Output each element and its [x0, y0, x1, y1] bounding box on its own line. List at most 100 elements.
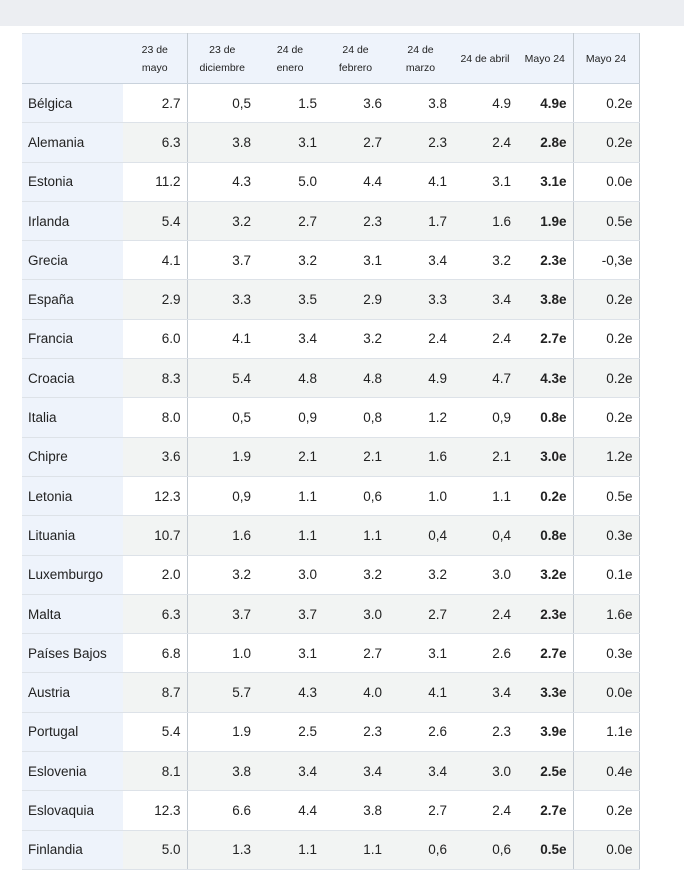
- country-name: Países Bajos: [22, 633, 123, 674]
- table-cell: 1.9: [187, 712, 257, 753]
- country-name: Bélgica: [22, 83, 123, 124]
- table-cell: 0,4: [453, 515, 517, 556]
- table-cell: 0.2e: [573, 319, 640, 360]
- table-cell: 1.6: [187, 515, 257, 556]
- table-row: Austria 8.7 5.7 4.3 4.0 4.1 3.4 3.3e 0.0e: [22, 672, 640, 713]
- table-cell: 8.7: [123, 672, 188, 713]
- table-cell: 4.7: [453, 358, 517, 399]
- country-name: Lituania: [22, 515, 123, 556]
- table-cell: 1.1: [453, 476, 517, 517]
- table-cell: 5.0: [123, 830, 188, 870]
- table-cell: 11.2: [123, 162, 188, 202]
- country-name: Malta: [22, 594, 123, 635]
- table-cell: 0,9: [453, 397, 517, 438]
- table-cell: 0,9: [187, 476, 257, 517]
- table-cell: 3.4: [453, 279, 517, 320]
- table-cell: 4.1: [388, 162, 453, 202]
- table-cell: 1.6: [453, 201, 517, 242]
- table-cell: 2.3: [323, 712, 388, 753]
- table-cell: 2.9: [123, 279, 188, 320]
- table-cell: 0.3e: [573, 515, 640, 556]
- table-cell: 3.8e: [517, 279, 574, 320]
- inflation-table-container: 23 de mayo 23 de diciembre 24 de enero 24 d…: [22, 33, 640, 870]
- table-cell: 2.6: [388, 712, 453, 753]
- table-cell: 1.1e: [573, 712, 640, 753]
- table-cell: 0,5: [187, 397, 257, 438]
- table-cell: 12.3: [123, 476, 188, 517]
- table-cell: 3.1: [257, 122, 323, 163]
- table-cell: 3.9e: [517, 712, 574, 753]
- column-header[interactable]: 24 de enero: [257, 33, 323, 84]
- table-cell: 3.1: [323, 240, 388, 281]
- table-cell: 1.2e: [573, 437, 640, 477]
- country-name: Italia: [22, 397, 123, 438]
- table-row: Eslovenia 8.1 3.8 3.4 3.4 3.4 3.0 2.5e 0.4e: [22, 751, 640, 792]
- table-cell: 2.7: [323, 122, 388, 163]
- country-name: Finlandia: [22, 830, 123, 870]
- table-row: Italia 8.0 0,5 0,9 0,8 1.2 0,9 0.8e 0.2e: [22, 397, 640, 438]
- table-cell: 1.5: [257, 83, 323, 124]
- column-header[interactable]: 23 de mayo: [123, 33, 188, 84]
- table-cell: 2.4: [453, 122, 517, 163]
- table-cell: 1.0: [388, 476, 453, 517]
- table-cell: 0.8e: [517, 515, 574, 556]
- table-cell: 3.4: [257, 319, 323, 360]
- column-header[interactable]: Mayo 24: [573, 33, 640, 84]
- table-cell: 3.1: [257, 633, 323, 674]
- table-cell: 0,4: [388, 515, 453, 556]
- table-cell: 3.7: [257, 594, 323, 635]
- column-header[interactable]: 24 de febrero: [323, 33, 388, 84]
- table-row: Bélgica 2.7 0,5 1.5 3.6 3.8 4.9 4.9e 0.2e: [22, 83, 640, 124]
- table-cell: 2.7: [388, 790, 453, 831]
- table-row: Países Bajos 6.8 1.0 3.1 2.7 3.1 2.6 2.7e 0.3e: [22, 633, 640, 674]
- table-cell: 2.3: [323, 201, 388, 242]
- table-cell: 10.7: [123, 515, 188, 556]
- table-cell: 2.3: [388, 122, 453, 163]
- column-header[interactable]: 23 de diciembre: [187, 33, 257, 84]
- table-cell: 0.5e: [517, 830, 574, 870]
- table-row: Estonia 11.2 4.3 5.0 4.4 4.1 3.1 3.1e 0.0e: [22, 162, 640, 202]
- table-cell: 3.0e: [517, 437, 574, 477]
- table-cell: 5.4: [123, 712, 188, 753]
- top-bar: [0, 0, 684, 26]
- table-row: Eslovaquia 12.3 6.6 4.4 3.8 2.7 2.4 2.7e 0.2e: [22, 790, 640, 831]
- table-cell: 2.3e: [517, 594, 574, 635]
- table-cell: 3.3e: [517, 672, 574, 713]
- table-cell: 2.9: [323, 279, 388, 320]
- table-cell: 3.4: [257, 751, 323, 792]
- table-cell: 3.4: [323, 751, 388, 792]
- table-cell: 3.6: [323, 83, 388, 124]
- table-cell: 4.1: [388, 672, 453, 713]
- table-cell: 3.2: [187, 201, 257, 242]
- table-cell: 2.3: [453, 712, 517, 753]
- table-cell: 1.6: [388, 437, 453, 477]
- table-cell: 1.6e: [573, 594, 640, 635]
- table-cell: 0.2e: [573, 279, 640, 320]
- table-cell: 0.1e: [573, 555, 640, 595]
- column-header[interactable]: Mayo 24: [517, 33, 574, 84]
- table-cell: 3.1: [388, 633, 453, 674]
- table-cell: 4.4: [323, 162, 388, 202]
- table-cell: 5.0: [257, 162, 323, 202]
- table-cell: 0,9: [257, 397, 323, 438]
- table-cell: 1.0: [187, 633, 257, 674]
- column-header[interactable]: 24 de abril: [453, 33, 517, 84]
- table-cell: 2.1: [257, 437, 323, 477]
- table-cell: 2.4: [453, 790, 517, 831]
- table-cell: 2.1: [453, 437, 517, 477]
- country-name: Eslovaquia: [22, 790, 123, 831]
- table-row: Grecia 4.1 3.7 3.2 3.1 3.4 3.2 2.3e -0,3e: [22, 240, 640, 281]
- table-cell: 2.7: [388, 594, 453, 635]
- table-cell: 12.3: [123, 790, 188, 831]
- country-name: Irlanda: [22, 201, 123, 242]
- table-cell: 0,8: [323, 397, 388, 438]
- column-header[interactable]: 24 de marzo: [388, 33, 453, 84]
- table-cell: 2.3e: [517, 240, 574, 281]
- country-name: Letonia: [22, 476, 123, 517]
- country-name: Luxemburgo: [22, 555, 123, 595]
- table-cell: 0.5e: [573, 201, 640, 242]
- table-cell: 5.4: [187, 358, 257, 399]
- table-cell: 1.2: [388, 397, 453, 438]
- table-cell: 0,6: [388, 830, 453, 870]
- table-body: Bélgica 2.7 0,5 1.5 3.6 3.8 4.9 4.9e 0.2e Alemani…: [22, 83, 640, 870]
